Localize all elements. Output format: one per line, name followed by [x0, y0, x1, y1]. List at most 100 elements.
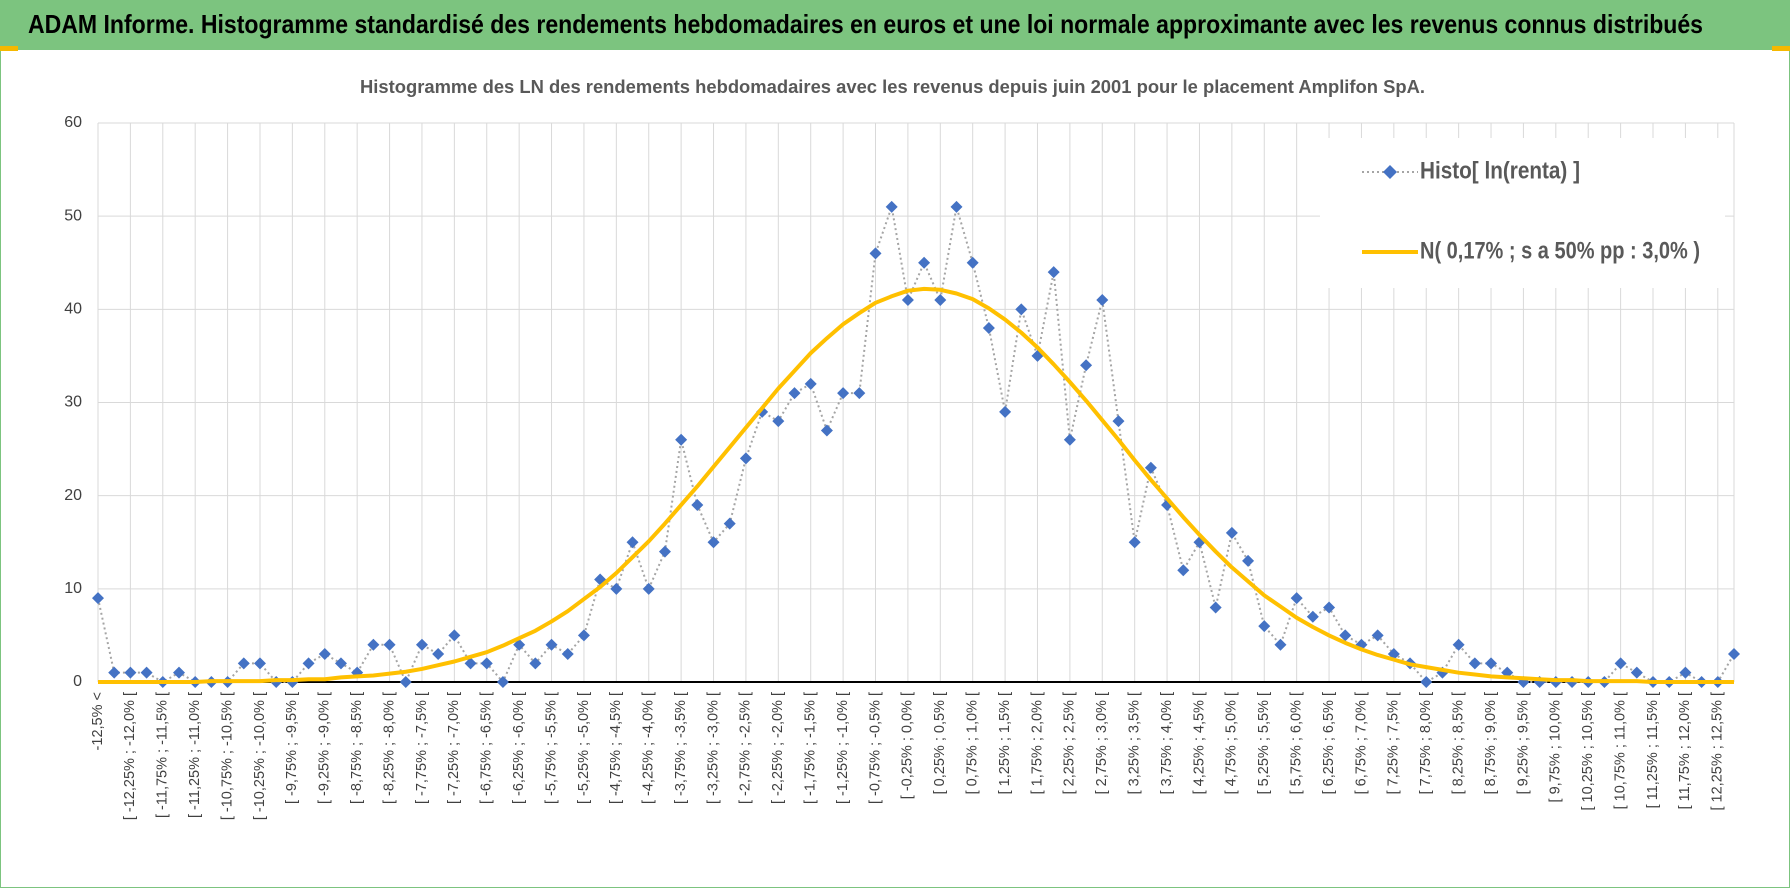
x-tick-label: [ 5,75% ; 6,0% [ [1288, 692, 1304, 794]
x-tick-label: [ 8,75% ; 9,0% [ [1483, 692, 1499, 794]
series-line [97, 202, 1735, 685]
x-tick-label: [ 11,25% ; 11,5% [ [1645, 692, 1661, 808]
data-point [577, 629, 590, 642]
legend-label: N( 0,17% ; s a 50% pp : 3,0% ) [1420, 237, 1700, 264]
x-tick-label: [ -9,25% ; -9,0% [ [317, 692, 333, 804]
data-point [658, 545, 671, 558]
data-point [237, 657, 250, 670]
data-point [901, 294, 914, 307]
x-tick-label: [ -3,25% ; -3,0% [ [705, 692, 721, 804]
x-tick-label: [ 6,75% ; 7,0% [ [1353, 692, 1369, 794]
x-tick-label: [ 4,75% ; 5,0% [ [1224, 692, 1240, 794]
x-tick-label: [ -9,75% ; -9,5% [ [284, 692, 300, 804]
data-point [545, 638, 558, 651]
x-tick-label: [ -8,25% ; -8,0% [ [381, 692, 397, 804]
x-tick-label: [ 3,75% ; 4,0% [ [1159, 692, 1175, 794]
x-tick-label: [ 10,25% ; 10,5% [ [1580, 692, 1596, 811]
data-point [367, 638, 380, 651]
x-tick-label: [ 12,25% ; 12,5% [ [1710, 692, 1726, 811]
data-point [918, 256, 931, 269]
data-point [1177, 564, 1190, 577]
x-tick-label: [ -11,75% ; -11,5% [ [155, 692, 171, 818]
data-point [1339, 629, 1352, 642]
data-point [496, 676, 509, 688]
data-point [1728, 648, 1740, 661]
data-point [92, 592, 104, 605]
x-tick-label: [ 0,25% ; 0,5% [ [932, 692, 948, 794]
x-tick-label: [ 7,25% ; 7,5% [ [1386, 692, 1402, 794]
data-point [1242, 554, 1255, 567]
x-tick-label: [ -6,25% ; -6,0% [ [511, 692, 527, 804]
data-point [885, 200, 898, 213]
x-tick-label: [ -10,25% ; -10,0% [ [252, 692, 268, 820]
x-tick-label: [ -2,75% ; -2,5% [ [738, 692, 754, 804]
data-point [1306, 610, 1319, 623]
x-tick-label: [ 1,75% ; 2,0% [ [1029, 692, 1045, 794]
data-point [691, 498, 704, 511]
data-point [480, 657, 493, 670]
data-point [1128, 536, 1141, 549]
data-point [1485, 657, 1498, 670]
x-tick-label: [ -8,75% ; -8,5% [ [349, 692, 365, 804]
x-tick-label: [ -1,75% ; -1,5% [ [803, 692, 819, 804]
data-point [707, 536, 720, 549]
data-point [1209, 601, 1222, 614]
data-point [334, 657, 347, 670]
x-tick-label: [ 10,75% ; 11,0% [ [1612, 692, 1628, 809]
x-tick-label: [ 9,75% ; 10,0% [ [1548, 692, 1564, 802]
x-tick-label: [ -2,25% ; -2,0% [ [770, 692, 786, 804]
data-point [1323, 601, 1336, 614]
data-point [399, 676, 412, 688]
x-tick-label: [ 9,25% ; 9,5% [ [1515, 692, 1531, 794]
data-point [772, 415, 785, 428]
data-point [1679, 666, 1692, 679]
data-point [1452, 638, 1465, 651]
data-point [1420, 676, 1433, 688]
y-tick-label: 0 [73, 673, 82, 690]
data-point [1144, 461, 1157, 474]
data-point [253, 657, 266, 670]
data-point [1258, 620, 1271, 633]
x-tick-label: [ 4,25% ; 4,5% [ [1191, 692, 1207, 794]
x-tick-label: [ -0,25% ; 0,0% [ [900, 692, 916, 799]
data-point [124, 666, 137, 679]
x-tick-label: [ -5,25% ; -5,0% [ [576, 692, 592, 804]
y-tick-label: 50 [64, 207, 82, 224]
x-tick-label: [ -1,25% ; -1,0% [ [835, 692, 851, 804]
y-tick-label: 20 [64, 487, 82, 504]
data-point [1371, 629, 1384, 642]
data-point [982, 321, 995, 334]
x-tick-label: [ -4,75% ; -4,5% [ [608, 692, 624, 804]
data-point [1015, 303, 1028, 316]
data-point [561, 648, 574, 661]
x-tick-label: [ -7,25% ; -7,0% [ [446, 692, 462, 804]
data-point [788, 387, 801, 400]
header-accent [0, 46, 18, 51]
x-tick-label: [ 8,25% ; 8,5% [ [1450, 692, 1466, 794]
x-tick-label: [ 0,75% ; 1,0% [ [965, 692, 981, 794]
data-point [675, 433, 688, 446]
x-tick-label: [ -11,25% ; -11,0% [ [187, 692, 203, 818]
data-point [869, 247, 882, 260]
data-point [1047, 266, 1060, 279]
data-point [804, 377, 817, 390]
y-tick-label: 60 [64, 114, 82, 131]
y-tick-label: 10 [64, 580, 82, 597]
data-point [140, 666, 153, 679]
series-line [98, 286, 1734, 684]
data-point [415, 638, 428, 651]
data-point [1112, 415, 1125, 428]
x-tick-label: [ 11,75% ; 12,0% [ [1677, 692, 1693, 809]
data-point [837, 387, 850, 400]
data-point [739, 452, 752, 465]
x-tick-label: [ -7,75% ; -7,5% [ [414, 692, 430, 804]
header-accent [1772, 46, 1790, 51]
data-point [1468, 657, 1481, 670]
data-point [302, 657, 315, 670]
data-point [999, 405, 1012, 418]
x-tick-label: [ -10,75% ; -10,5% [ [219, 692, 235, 820]
data-point [464, 657, 477, 670]
data-point [1274, 638, 1287, 651]
data-point [1096, 294, 1109, 307]
